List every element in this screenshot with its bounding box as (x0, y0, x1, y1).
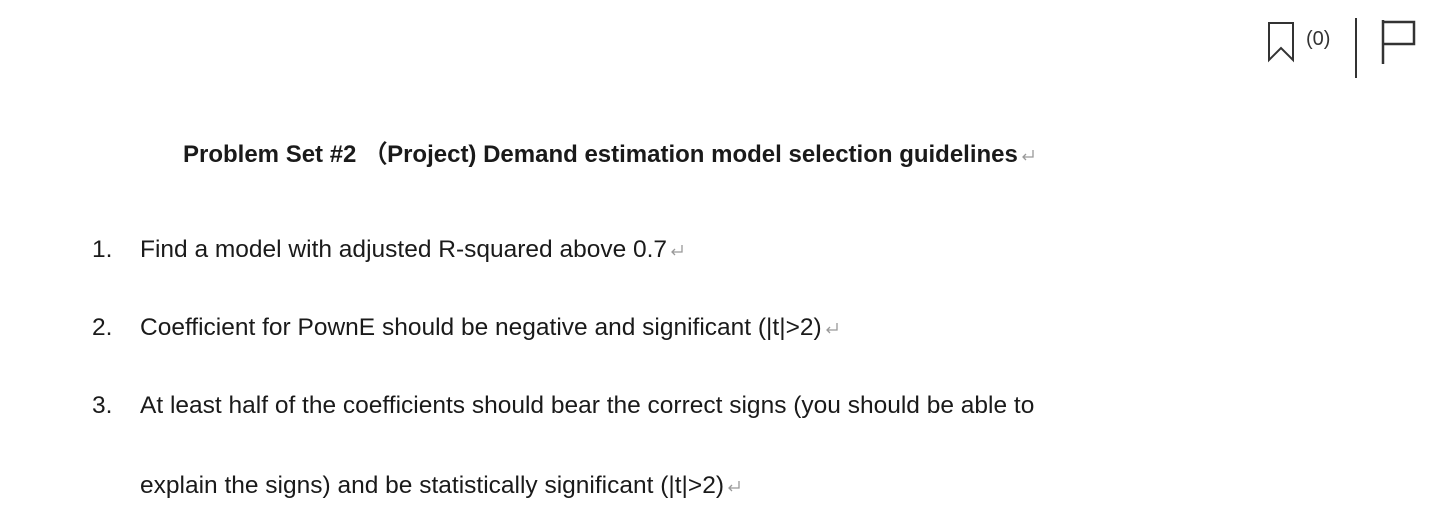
paragraph-mark (671, 244, 683, 255)
item-line: Find a model with adjusted R-squared abo… (140, 236, 685, 264)
bookmark-count[interactable]: (0) (1306, 28, 1331, 50)
item-line: explain the signs) and be statistically … (140, 472, 742, 500)
item-text: Find a model with adjusted R-squared abo… (140, 236, 668, 263)
flag-icon[interactable] (1378, 18, 1420, 66)
item-text: At least half of the coefficients should… (140, 392, 1035, 419)
paragraph-mark (728, 480, 740, 491)
title-text: Problem Set #2 （Project) Demand estimati… (183, 141, 1018, 168)
bookmark-shape (1268, 22, 1294, 63)
item-number: 3. (92, 392, 113, 419)
item-text: Coefficient for PownE should be negative… (140, 314, 822, 341)
item-number: 1. (92, 236, 113, 263)
paragraph-mark (825, 322, 838, 333)
item-number: 2. (92, 314, 113, 341)
bookmark-icon[interactable] (1266, 20, 1298, 64)
document-title: Problem Set #2 （Project) Demand estimati… (183, 134, 1036, 169)
paragraph-mark (1021, 149, 1034, 161)
flag-shape (1381, 20, 1416, 64)
divider (1355, 18, 1357, 78)
item-line: At least half of the coefficients should… (140, 392, 1034, 420)
item-text: explain the signs) and be statistically … (140, 472, 725, 499)
item-line: Coefficient for PownE should be negative… (140, 314, 840, 342)
